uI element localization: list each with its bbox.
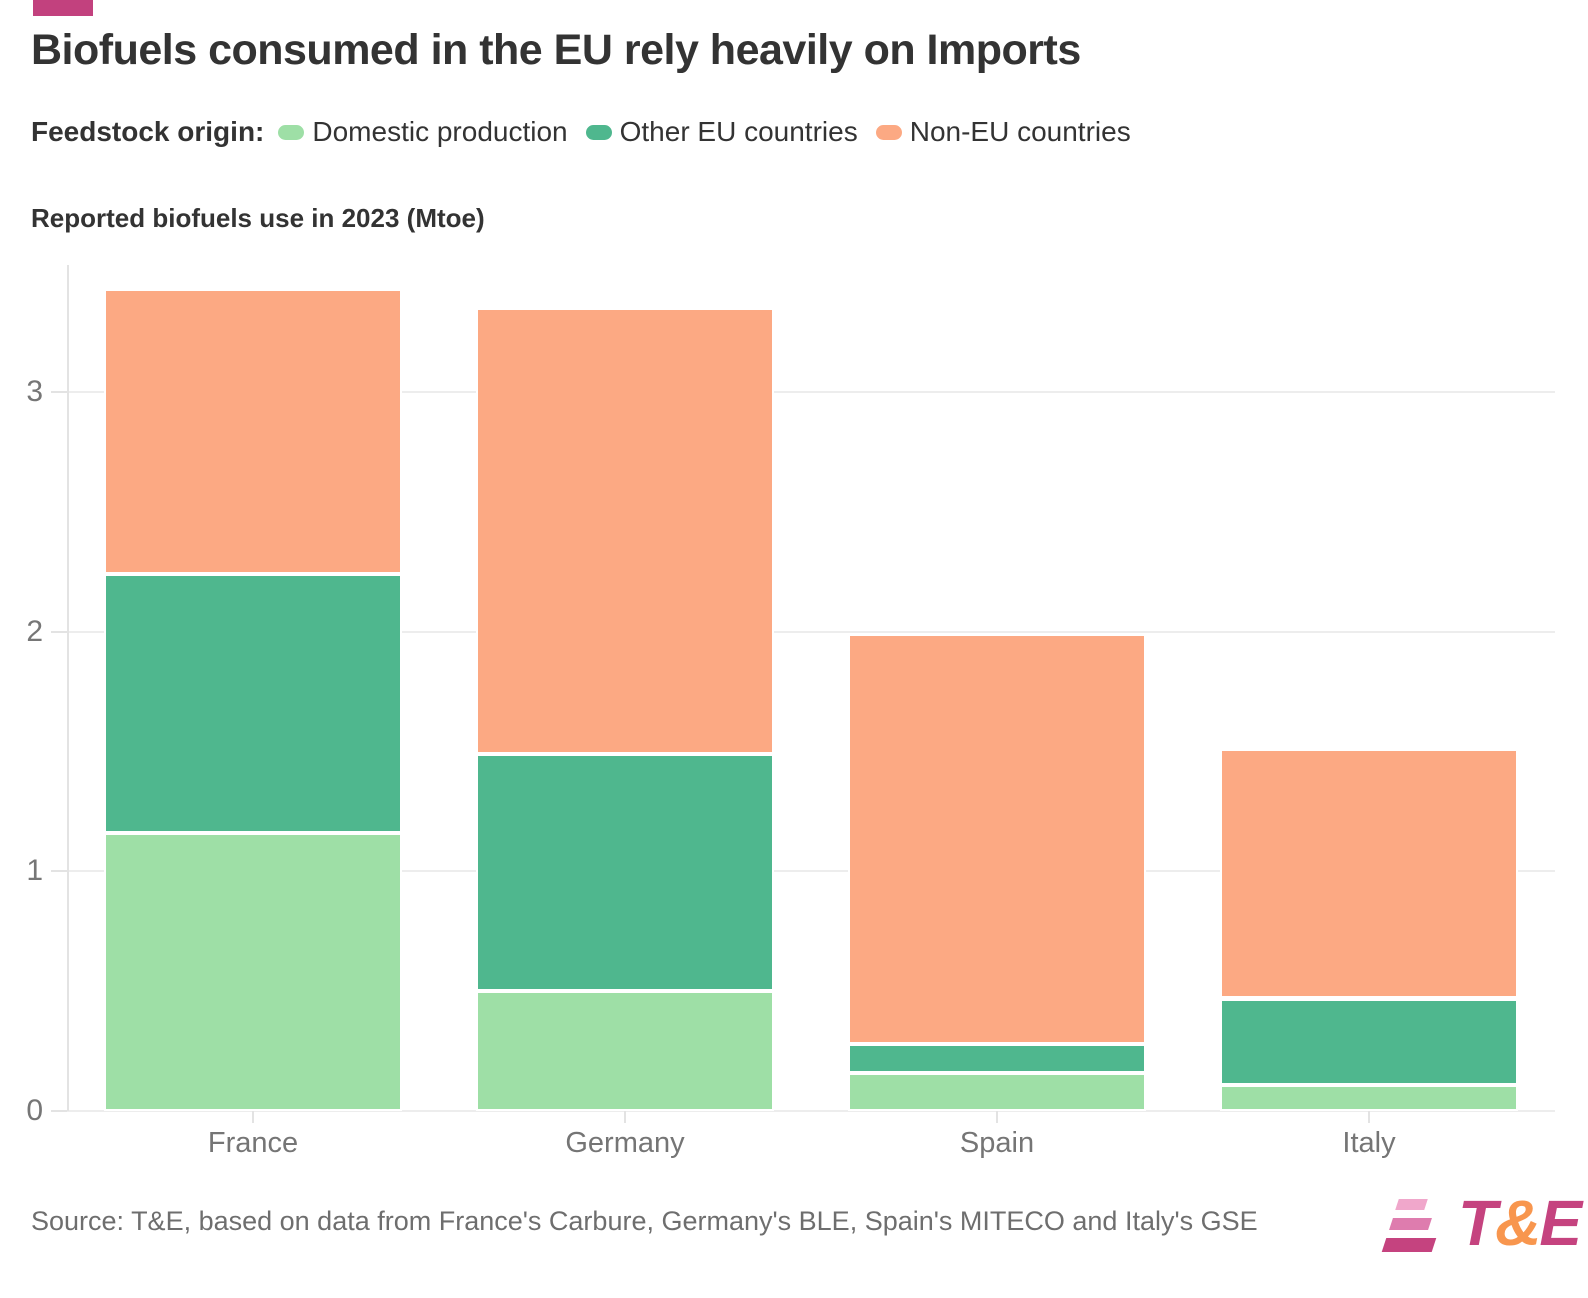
x-axis-tick-spain	[996, 1111, 998, 1123]
legend-item-label: Domestic production	[312, 116, 568, 147]
gridline-y-1	[67, 870, 1555, 873]
x-axis-label-italy: Italy	[1342, 1127, 1396, 1159]
bar-segment-germany-other-eu-countries[interactable]	[476, 754, 774, 991]
bar-segment-spain-domestic-production[interactable]	[848, 1073, 1146, 1111]
bar-segment-italy-other-eu-countries[interactable]	[1220, 999, 1518, 1085]
legend-label: Feedstock origin:	[31, 116, 265, 147]
te-logo-stripes-icon	[1381, 1194, 1446, 1252]
bar-segment-germany-domestic-production[interactable]	[476, 991, 774, 1111]
legend-item-other-eu-countries: Other EU countries	[585, 116, 858, 148]
y-axis-label-2: 2	[26, 614, 43, 648]
legend-item-label: Non-EU countries	[909, 116, 1131, 147]
gridline-y-0	[67, 1110, 1555, 1112]
y-axis-label-3: 3	[26, 375, 43, 409]
bar-segment-spain-non-eu-countries[interactable]	[848, 634, 1146, 1044]
x-axis-tick-france	[252, 1111, 254, 1123]
y-axis-tick	[51, 870, 67, 873]
bar-segment-germany-non-eu-countries[interactable]	[476, 308, 774, 754]
bar-segment-italy-domestic-production[interactable]	[1220, 1085, 1518, 1111]
legend-item-non-eu-countries: Non-EU countries	[875, 116, 1131, 148]
y-axis-line	[67, 265, 69, 1111]
legend-item-domestic-production: Domestic production	[278, 116, 568, 148]
te-logo-text: T&E	[1458, 1187, 1582, 1259]
legend-swatch-icon	[278, 124, 305, 140]
x-axis-label-spain: Spain	[959, 1127, 1035, 1159]
bar-segment-france-non-eu-countries[interactable]	[104, 289, 402, 574]
x-axis-label-germany: Germany	[565, 1127, 685, 1159]
legend-swatch-icon	[875, 124, 902, 140]
legend-swatch-icon	[585, 124, 612, 140]
source-note: Source: T&E, based on data from France's…	[31, 1206, 1258, 1236]
te-logo: T&E	[1381, 1187, 1582, 1259]
page-title: Biofuels consumed in the EU rely heavily…	[31, 26, 1081, 74]
gridline-y-3	[67, 391, 1555, 394]
bar-segment-italy-non-eu-countries[interactable]	[1220, 749, 1518, 998]
x-axis-tick-germany	[624, 1111, 626, 1123]
legend: Feedstock origin: Domestic production Oth…	[31, 116, 1149, 148]
brand-accent-bar	[33, 0, 93, 16]
y-axis-label-0: 0	[26, 1094, 43, 1127]
plot-area: 0 1 2 3 France Germany Spain Italy	[26, 265, 1555, 1159]
bar-segment-france-domestic-production[interactable]	[104, 833, 402, 1111]
y-axis-tick	[51, 630, 67, 633]
y-axis-tick	[51, 1110, 67, 1112]
chart-subtitle: Reported biofuels use in 2023 (Mtoe)	[31, 203, 485, 233]
gridline-y-2	[67, 630, 1555, 633]
bar-segment-spain-other-eu-countries[interactable]	[848, 1044, 1146, 1073]
x-axis-tick-italy	[1368, 1111, 1370, 1123]
legend-item-label: Other EU countries	[619, 116, 858, 147]
y-axis-tick	[51, 391, 67, 394]
y-axis-label-1: 1	[26, 854, 43, 888]
x-axis-label-france: France	[207, 1127, 299, 1159]
bar-segment-france-other-eu-countries[interactable]	[104, 574, 402, 833]
